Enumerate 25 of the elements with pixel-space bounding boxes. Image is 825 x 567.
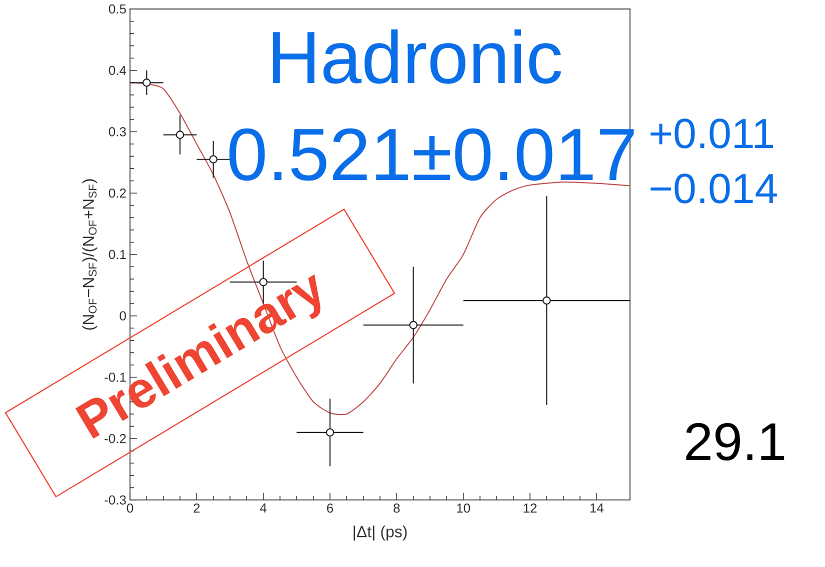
y-tick-label: 0.1 — [108, 250, 126, 260]
text: −0.014 — [650, 174, 777, 204]
x-tick-label: 4 — [260, 504, 267, 512]
point — [542, 296, 551, 305]
point — [326, 428, 334, 437]
text: 29.1 — [686, 422, 784, 461]
point — [142, 78, 151, 87]
point — [409, 320, 418, 330]
x-axis-title: |Δt| (ps) — [354, 526, 407, 541]
x-tick-label: 8 — [394, 504, 400, 513]
point — [176, 130, 184, 139]
y-tick-label: -0.3 — [104, 495, 126, 505]
y-tick-label: 0.3 — [108, 127, 126, 136]
text: +0.011 — [650, 118, 773, 148]
x-tick-label: 2 — [194, 504, 200, 513]
annotation: Hadronic — [273, 29, 562, 84]
x-tick-label: 10 — [457, 504, 470, 513]
x-tick-label: 12 — [524, 504, 537, 513]
y-tick-label: 0.5 — [108, 4, 126, 14]
x-tick-label: 14 — [590, 504, 604, 512]
point — [209, 155, 218, 164]
y-tick-label: 0.2 — [108, 188, 126, 198]
x-tick-label: 0 — [126, 504, 134, 513]
x-tick-label: 6 — [327, 504, 334, 513]
y-tick-label: 0.4 — [108, 66, 126, 75]
